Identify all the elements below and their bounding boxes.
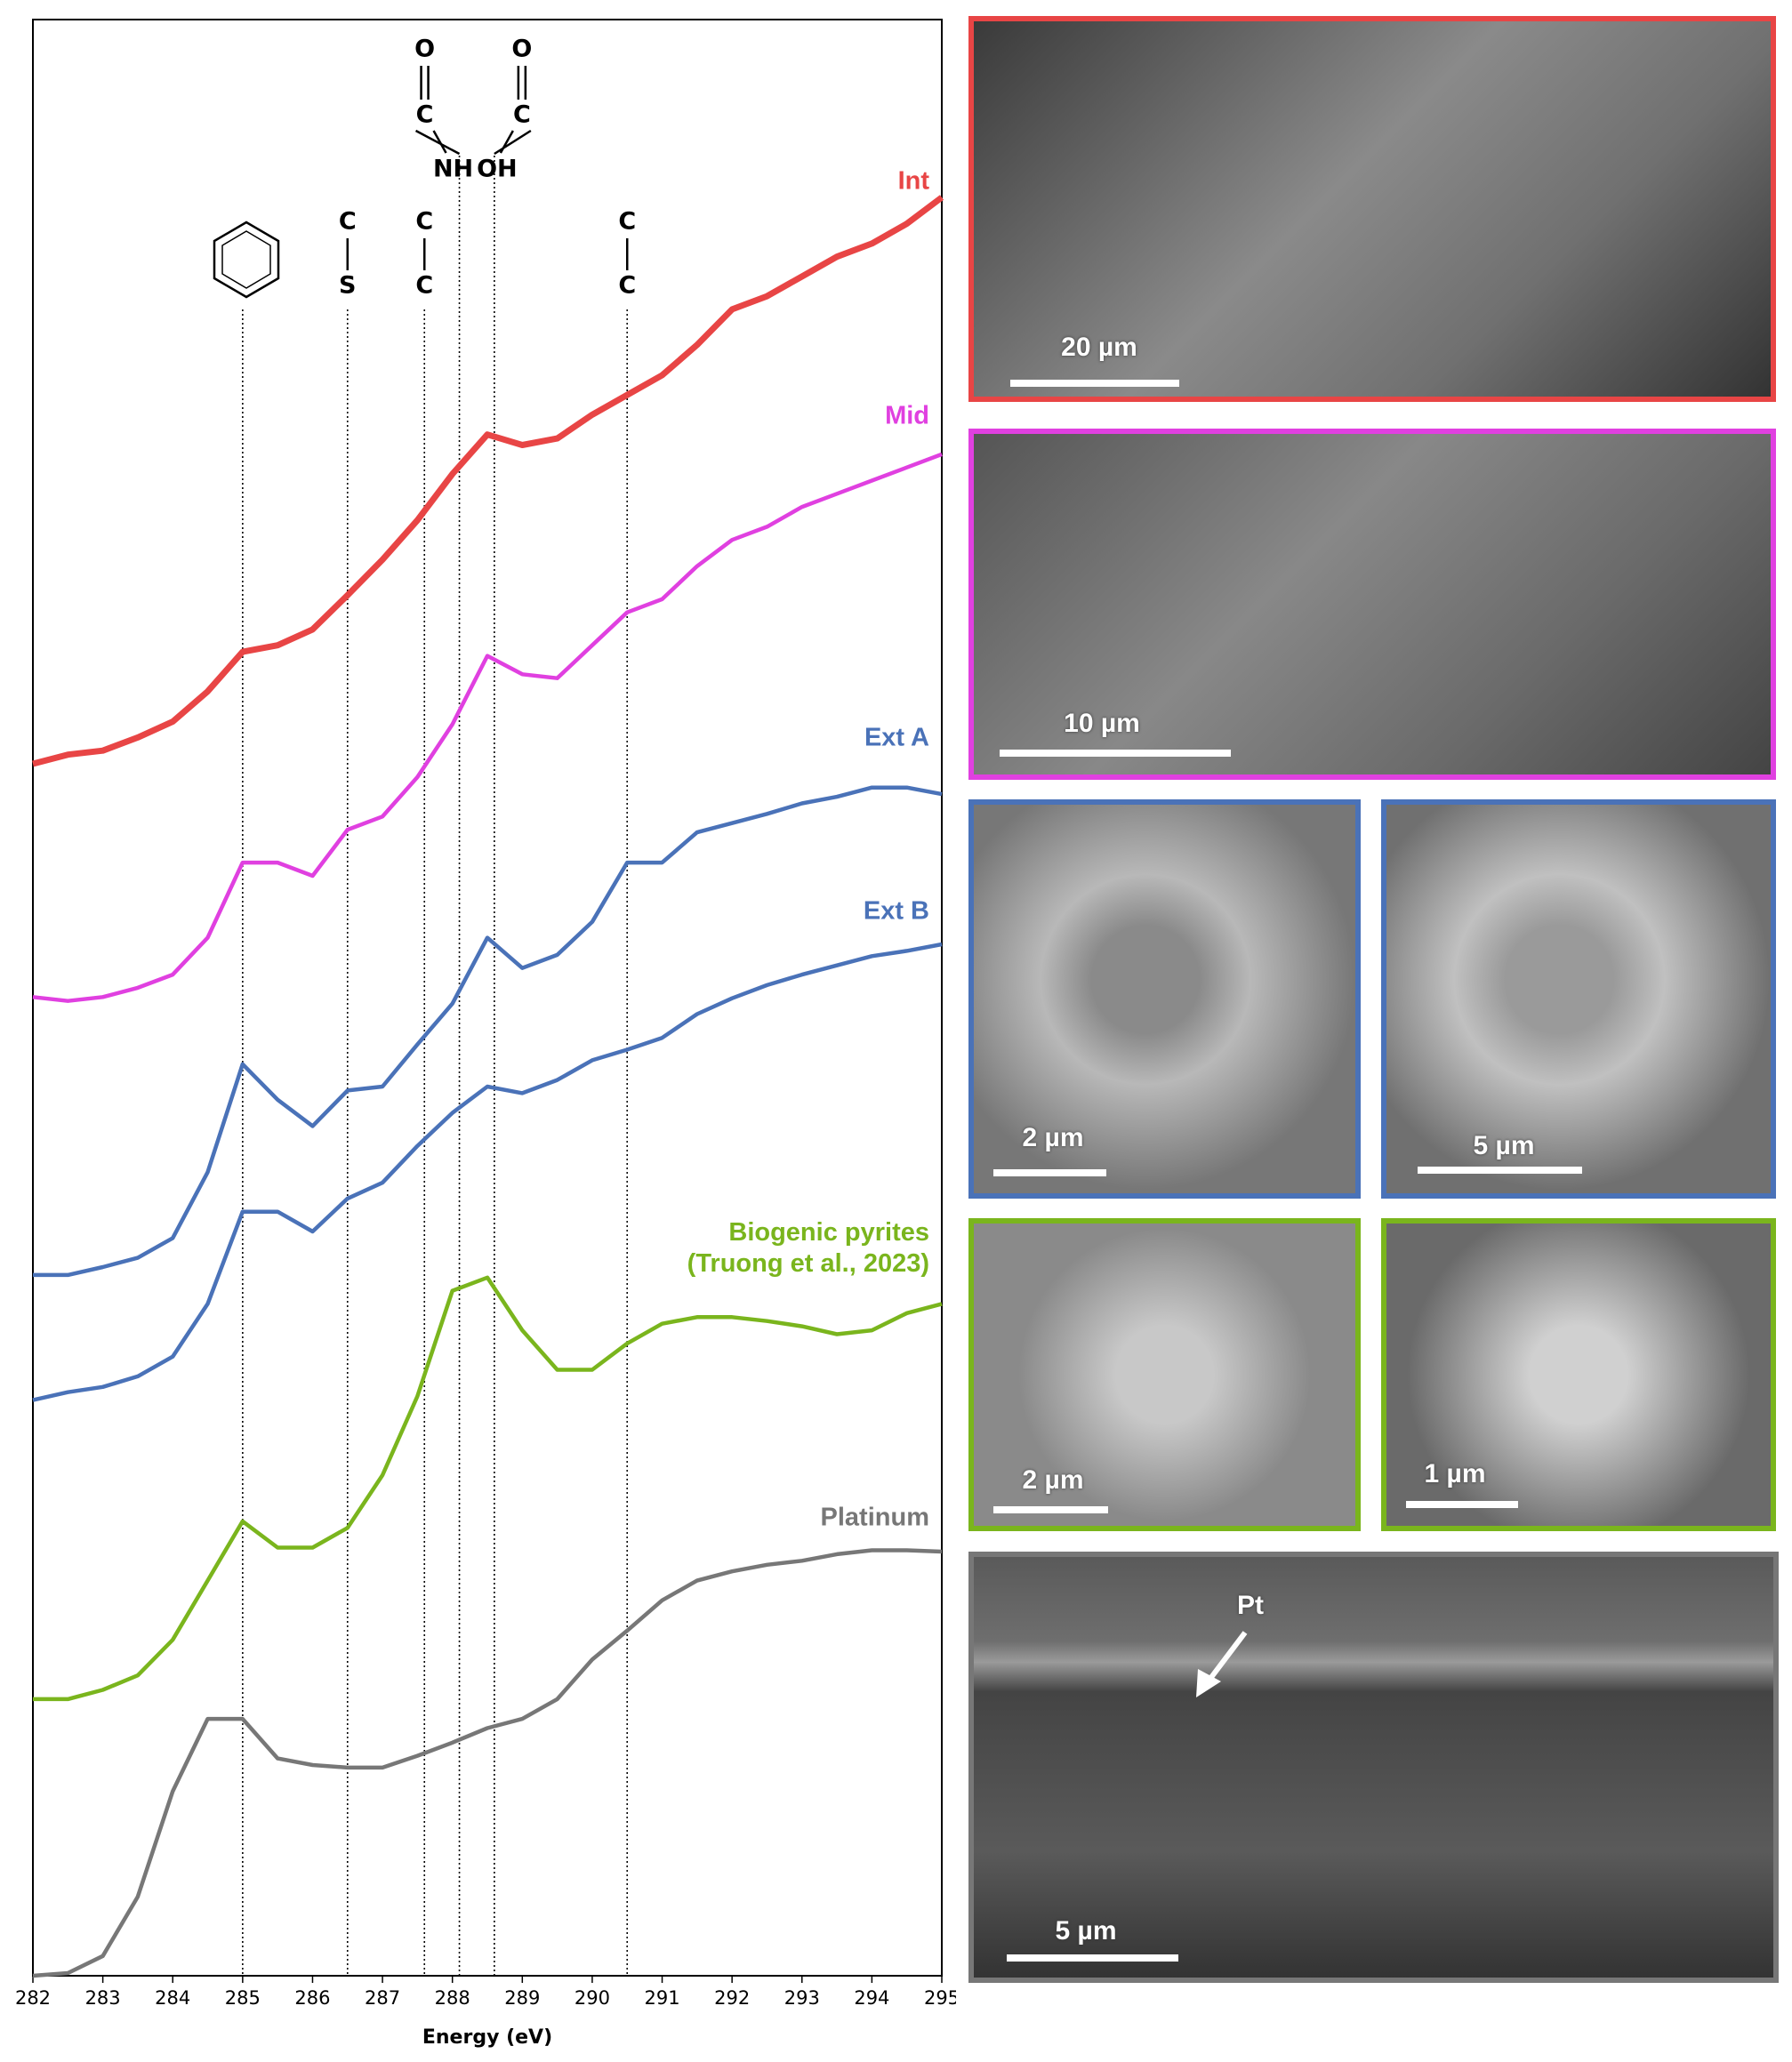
bond-atom: C <box>339 208 357 236</box>
x-tick-label: 282 <box>15 1987 51 2009</box>
bond-atom: C <box>415 208 433 236</box>
x-tick-label: 290 <box>575 1987 610 2009</box>
group-atom: C <box>513 101 531 129</box>
sem-image: 20 µm <box>968 16 1776 402</box>
scale-label: 1 µm <box>1424 1459 1486 1488</box>
plot-frame <box>32 19 943 1977</box>
series-line <box>32 195 944 767</box>
series-label: Biogenic pyrites (Truong et al., 2023) <box>687 1218 929 1278</box>
x-tick-label: 289 <box>504 1987 540 2009</box>
scale-label: 5 µm <box>1055 1916 1117 1946</box>
bond-atom: C <box>618 272 636 300</box>
x-tick-label: 295 <box>924 1987 956 2009</box>
scale-bar <box>993 1169 1106 1176</box>
scale-bar <box>993 1506 1108 1513</box>
scale-bar <box>1010 380 1179 387</box>
bond-atom: S <box>339 272 356 300</box>
scale-label: 5 µm <box>1473 1131 1535 1160</box>
annotation: Pt <box>1237 1591 1264 1620</box>
bond-atom: C <box>618 208 636 236</box>
series-line <box>32 1548 943 1978</box>
series-label: Int <box>897 166 929 196</box>
scale-label: 10 µm <box>1064 709 1140 738</box>
scale-bar <box>1418 1167 1582 1174</box>
series-label: Ext B <box>863 896 929 926</box>
x-tick-label: 291 <box>644 1987 679 2009</box>
arrow <box>1196 1631 1248 1697</box>
series-line <box>33 1275 943 1702</box>
x-tick-label: 287 <box>365 1987 400 2009</box>
scale-bar <box>1007 1954 1178 1962</box>
x-tick-label: 286 <box>294 1987 330 2009</box>
x-tick-label: 288 <box>435 1987 470 2009</box>
sem-image: 1 µm <box>1381 1218 1776 1531</box>
benzene-ring <box>213 221 280 299</box>
sem-image: 5 µm Pt <box>968 1552 1779 1983</box>
series-label: Ext A <box>864 723 929 752</box>
sem-image: 2 µm <box>968 1218 1361 1531</box>
scale-label: 2 µm <box>1022 1123 1084 1152</box>
scale-label: 20 µm <box>1061 333 1137 362</box>
bond <box>494 129 532 156</box>
series-line <box>32 942 943 1402</box>
series-label: Mid <box>885 401 929 430</box>
x-tick-label: 285 <box>225 1987 261 2009</box>
scale-bar <box>1000 750 1231 757</box>
x-tick-label: 283 <box>85 1987 121 2009</box>
series-line <box>33 785 943 1278</box>
bond <box>432 130 447 154</box>
sem-image: 10 µm <box>968 429 1776 780</box>
x-tick-label: 292 <box>714 1987 750 2009</box>
bond-atom: C <box>415 272 433 300</box>
group-atom: OH <box>477 156 518 183</box>
bond <box>414 129 461 156</box>
x-axis-label: Energy (eV) <box>422 2026 552 2049</box>
benzene-inner <box>221 230 271 289</box>
series-label: Platinum <box>820 1503 929 1532</box>
x-tick-label: 293 <box>784 1987 820 2009</box>
group-atom: O <box>414 36 435 63</box>
series-line <box>32 452 943 1003</box>
sem-image: 5 µm <box>1381 799 1776 1199</box>
group-atom: C <box>416 101 434 129</box>
sem-image: 2 µm <box>968 799 1361 1199</box>
scale-bar <box>1406 1501 1518 1508</box>
x-tick-label: 294 <box>854 1987 889 2009</box>
group-atom: NH <box>433 156 473 183</box>
x-tick-label: 284 <box>155 1987 190 2009</box>
group-atom: O <box>511 36 532 63</box>
scale-label: 2 µm <box>1022 1465 1084 1495</box>
